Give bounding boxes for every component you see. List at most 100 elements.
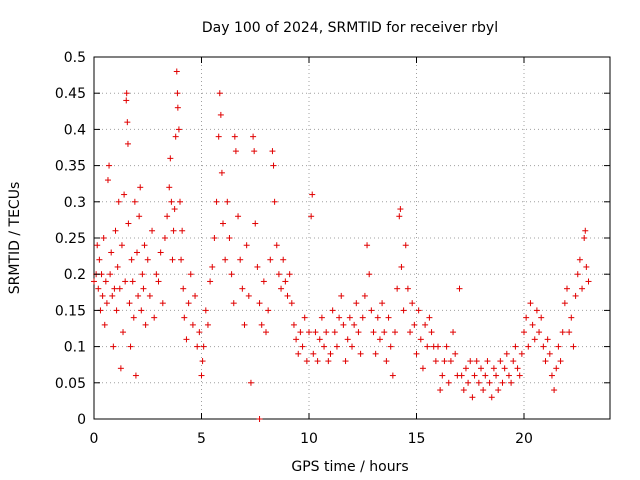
data-point	[126, 300, 133, 307]
data-point	[173, 68, 180, 75]
data-point	[473, 358, 480, 365]
data-point	[288, 300, 295, 307]
data-point	[175, 126, 182, 133]
y-tick-label: 0.1	[64, 340, 86, 356]
data-point	[299, 343, 306, 350]
y-tick-label: 0.25	[55, 231, 86, 247]
data-point	[169, 256, 176, 263]
data-point	[278, 285, 285, 292]
data-point	[544, 336, 551, 343]
data-point	[174, 90, 181, 97]
data-point	[450, 329, 457, 336]
data-point	[566, 329, 573, 336]
data-point	[247, 379, 254, 386]
data-point	[123, 97, 130, 104]
data-point	[192, 292, 199, 299]
data-point	[297, 329, 304, 336]
data-point	[505, 372, 512, 379]
data-point	[318, 314, 325, 321]
data-point	[308, 213, 315, 220]
data-point	[396, 213, 403, 220]
data-point	[179, 227, 186, 234]
data-point	[458, 372, 465, 379]
data-point	[149, 227, 156, 234]
data-point	[344, 336, 351, 343]
data-point	[413, 350, 420, 357]
data-point	[168, 198, 175, 205]
data-point	[445, 379, 452, 386]
grid	[94, 57, 610, 419]
data-point	[404, 285, 411, 292]
data-point	[456, 285, 463, 292]
data-point	[346, 314, 353, 321]
y-tick-label: 0.45	[55, 86, 86, 102]
data-point	[144, 256, 151, 263]
data-point	[170, 227, 177, 234]
data-point	[189, 321, 196, 328]
data-point	[490, 365, 497, 372]
data-point	[419, 365, 426, 372]
data-point	[245, 292, 252, 299]
data-point	[576, 256, 583, 263]
data-point	[137, 184, 144, 191]
data-point	[209, 263, 216, 270]
data-point	[523, 314, 530, 321]
data-point	[559, 329, 566, 336]
data-point	[108, 249, 115, 256]
data-point	[141, 242, 148, 249]
data-point	[424, 343, 431, 350]
data-point	[129, 278, 136, 285]
data-point	[271, 198, 278, 205]
data-point	[258, 321, 265, 328]
y-tick-label: 0.4	[64, 122, 86, 138]
data-point	[482, 372, 489, 379]
data-point	[402, 242, 409, 249]
data-point	[290, 321, 297, 328]
data-point	[180, 285, 187, 292]
data-point	[383, 358, 390, 365]
data-point	[142, 321, 149, 328]
data-point	[486, 379, 493, 386]
data-point	[254, 263, 261, 270]
data-point	[256, 300, 263, 307]
data-point	[501, 365, 508, 372]
data-point	[314, 358, 321, 365]
data-point	[131, 198, 138, 205]
data-point	[273, 242, 280, 249]
data-point	[101, 321, 108, 328]
data-point	[376, 336, 383, 343]
x-tick-label: 0	[90, 431, 99, 447]
data-point	[116, 285, 123, 292]
data-point	[381, 329, 388, 336]
data-point	[265, 307, 272, 314]
data-point	[364, 242, 371, 249]
data-point	[113, 307, 120, 314]
data-point	[166, 184, 173, 191]
data-point	[349, 343, 355, 350]
data-point	[120, 329, 127, 336]
data-point	[581, 235, 588, 241]
data-point	[475, 379, 482, 386]
data-point	[312, 329, 319, 336]
data-point	[204, 321, 211, 328]
data-point	[561, 300, 568, 307]
data-point	[235, 213, 242, 220]
data-point	[570, 343, 577, 350]
data-point	[213, 198, 220, 205]
data-point	[389, 372, 396, 379]
data-point	[397, 206, 404, 213]
data-point	[353, 300, 360, 307]
data-point	[443, 343, 450, 350]
y-tick-label: 0.2	[64, 267, 86, 283]
data-point	[323, 329, 330, 336]
data-point	[260, 278, 267, 285]
data-point	[357, 350, 364, 357]
data-point	[340, 321, 347, 328]
data-point	[194, 343, 201, 350]
data-point	[303, 358, 310, 365]
data-point	[469, 394, 476, 401]
x-tick-label: 5	[197, 431, 206, 447]
data-point	[178, 256, 185, 263]
data-point	[138, 307, 145, 314]
x-axis-label: GPS time / hours	[291, 459, 408, 475]
